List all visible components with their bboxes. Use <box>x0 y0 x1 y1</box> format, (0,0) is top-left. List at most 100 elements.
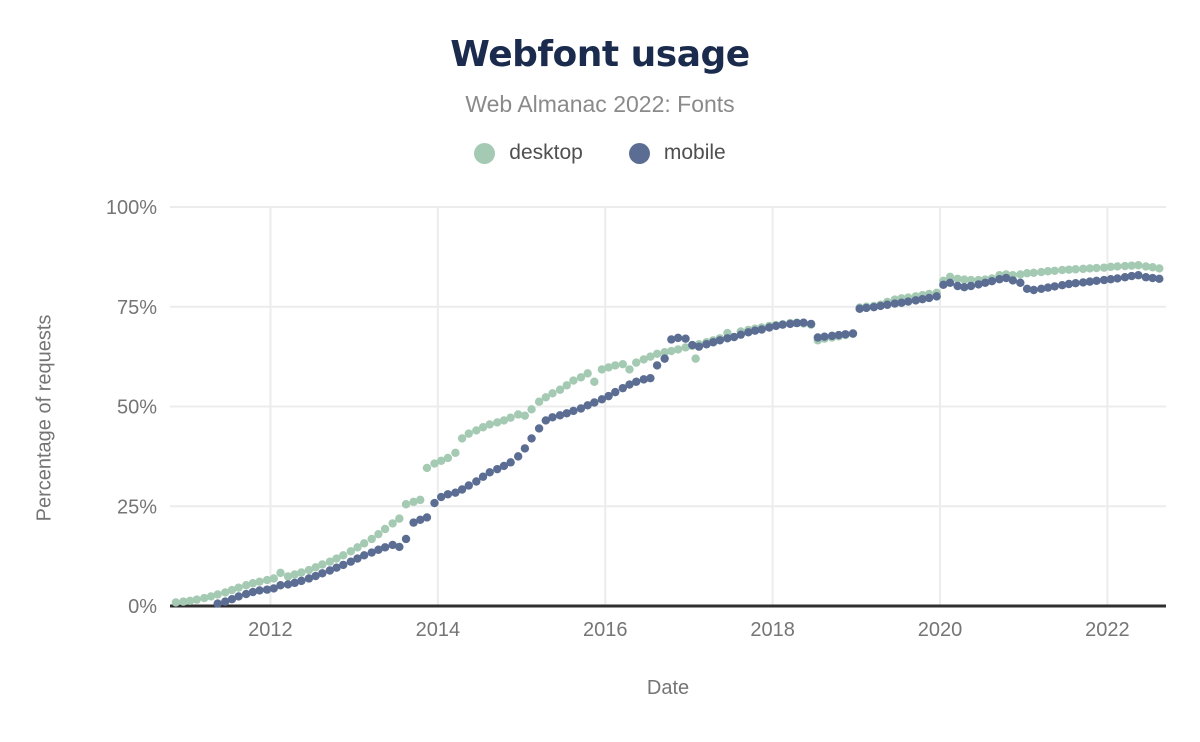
data-point-mobile <box>708 338 718 347</box>
data-point-desktop <box>1106 262 1115 272</box>
data-point-mobile <box>660 354 669 363</box>
data-point-desktop <box>1092 263 1101 273</box>
x-tick-label: 2018 <box>750 619 795 641</box>
data-point-mobile <box>953 281 962 291</box>
data-point-desktop <box>457 434 467 443</box>
data-point-desktop <box>332 554 341 563</box>
data-point-desktop <box>472 426 481 435</box>
data-point-mobile <box>472 477 481 486</box>
data-point-mobile <box>534 424 544 433</box>
data-point-mobile <box>939 280 948 290</box>
data-point-mobile <box>904 297 913 306</box>
data-point-desktop <box>388 519 397 528</box>
data-point-mobile <box>625 380 634 389</box>
data-point-desktop <box>395 514 404 523</box>
y-tick-label: 100% <box>106 197 157 219</box>
data-point-mobile <box>590 398 599 407</box>
data-point-desktop <box>1148 263 1157 272</box>
data-point-mobile <box>715 336 725 345</box>
data-point-desktop <box>691 354 700 363</box>
data-point-mobile <box>841 330 850 339</box>
data-point-desktop <box>241 581 251 590</box>
data-point-desktop <box>681 343 690 352</box>
data-point-mobile <box>325 566 335 575</box>
data-point-mobile <box>436 492 446 502</box>
data-point-mobile <box>597 395 607 404</box>
data-point-mobile <box>367 548 376 557</box>
data-point-desktop <box>192 595 201 604</box>
data-point-desktop <box>234 583 243 592</box>
data-point-desktop <box>262 575 272 585</box>
y-tick-label: 50% <box>117 397 157 419</box>
legend-item-desktop: desktop <box>474 141 583 165</box>
data-point-desktop <box>346 547 355 556</box>
data-point-desktop <box>255 577 264 586</box>
data-point-desktop <box>206 592 216 601</box>
data-point-desktop <box>1127 261 1136 270</box>
data-point-mobile <box>611 387 620 397</box>
data-point-desktop <box>380 524 390 534</box>
data-point-desktop <box>185 596 195 606</box>
data-point-mobile <box>221 597 230 606</box>
data-point-desktop <box>422 463 432 473</box>
data-point-mobile <box>681 334 690 343</box>
data-point-mobile <box>673 333 683 343</box>
data-point-desktop <box>541 393 551 402</box>
data-point-mobile <box>702 340 711 349</box>
data-point-mobile <box>527 434 536 443</box>
data-point-mobile <box>1029 285 1038 295</box>
data-point-mobile <box>234 592 243 601</box>
data-point-mobile <box>652 361 662 370</box>
data-point-mobile <box>974 280 983 289</box>
data-point-mobile <box>548 413 557 422</box>
data-point-mobile <box>813 333 823 342</box>
data-point-mobile <box>911 296 920 305</box>
data-point-mobile <box>694 342 704 351</box>
data-point-mobile <box>297 576 306 586</box>
data-point-mobile <box>241 589 251 599</box>
legend-label-mobile: mobile <box>663 141 726 164</box>
data-point-desktop <box>618 360 628 369</box>
data-point-desktop <box>534 397 544 406</box>
data-point-mobile <box>1050 282 1059 291</box>
data-point-desktop <box>499 416 509 425</box>
data-point-mobile <box>304 574 314 583</box>
data-point-desktop <box>248 579 258 588</box>
data-point-desktop <box>409 497 418 507</box>
data-point-mobile <box>771 321 781 331</box>
x-axis-title: Date <box>646 677 690 699</box>
data-point-mobile <box>1120 273 1130 282</box>
data-point-mobile <box>667 335 676 344</box>
x-tick-label: 2016 <box>583 619 628 641</box>
data-point-mobile <box>876 301 885 311</box>
data-point-desktop <box>953 274 962 284</box>
data-point-mobile <box>995 275 1004 284</box>
y-axis-title: Percentage of requests <box>33 314 56 522</box>
y-tick-label: 0% <box>128 596 157 618</box>
data-point-desktop <box>673 345 683 354</box>
data-point-desktop <box>1078 264 1088 274</box>
data-point-desktop <box>416 495 425 505</box>
data-point-desktop <box>555 385 565 394</box>
data-point-mobile <box>1008 276 1018 285</box>
data-point-mobile <box>520 444 530 453</box>
data-point-desktop <box>1043 267 1053 276</box>
data-point-mobile <box>576 404 586 413</box>
data-point-desktop <box>960 275 969 284</box>
data-point-desktop <box>597 365 607 374</box>
data-point-desktop <box>520 411 530 420</box>
data-point-mobile <box>1078 278 1088 287</box>
data-point-mobile <box>332 563 341 572</box>
y-tick-label: 25% <box>117 496 157 518</box>
data-point-desktop <box>311 563 320 572</box>
data-point-desktop <box>213 590 222 599</box>
data-point-mobile <box>374 545 383 554</box>
data-point-mobile <box>1113 274 1122 283</box>
data-point-mobile <box>248 587 258 597</box>
data-point-desktop <box>353 543 362 552</box>
data-point-desktop <box>443 453 453 463</box>
data-point-desktop <box>1134 261 1143 270</box>
data-point-mobile <box>409 518 418 527</box>
data-point-mobile <box>464 481 473 490</box>
